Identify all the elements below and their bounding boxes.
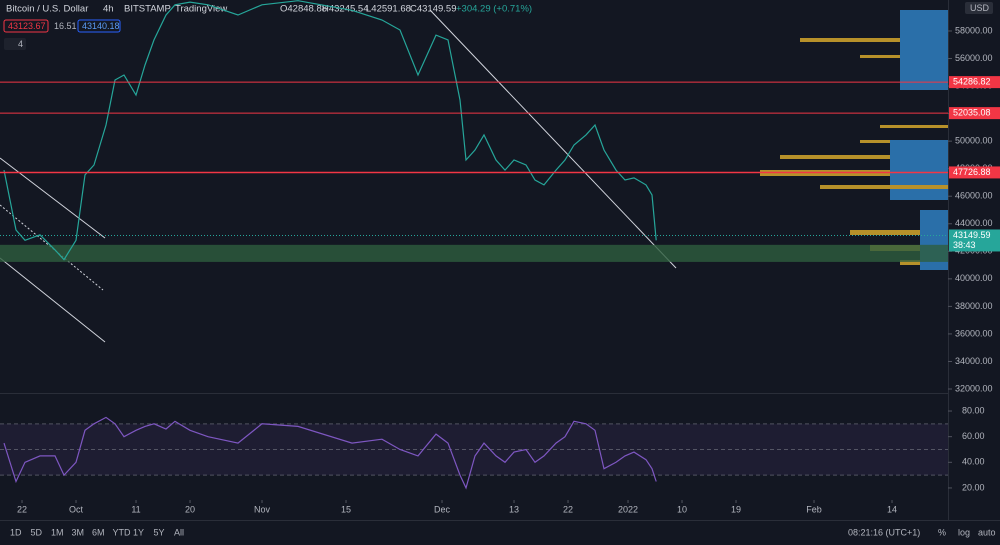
level-label: 52035.08 [953,107,991,117]
trendlines [0,9,677,343]
clock: 08:21:16 (UTC+1) [848,527,920,537]
y-tick-label: 46000.00 [955,191,993,201]
symbol: Bitcoin / U.S. Dollar [6,4,88,15]
level-label: 47726.88 [953,167,991,177]
buy-box[interactable] [77,19,121,33]
currency[interactable]: USD [970,3,990,13]
y-tick-label: 44000.00 [955,218,993,228]
exchange: BITSTAMP [124,4,171,15]
y-tick-label: 56000.00 [955,53,993,63]
y-tick-label: 60.00 [962,431,985,441]
x-tick-label: Feb [806,504,822,514]
x-tick-label: 22 [563,504,573,514]
x-tick-label: 19 [731,504,741,514]
y-tick-label: 40.00 [962,457,985,467]
open: O42848.88 [280,4,327,15]
last-price-label: 43149.59 [953,230,991,240]
x-tick-label: 11 [131,504,140,514]
range-button[interactable]: YTD [113,527,132,537]
y-tick-label: 38000.00 [955,301,993,311]
scale-option[interactable]: auto [978,527,996,537]
x-tick-label: Dec [434,504,451,514]
price-line [3,0,657,261]
range-button[interactable]: 5D [31,527,43,537]
range-button[interactable]: 3M [72,527,85,537]
buy[interactable]: 43140.18 [82,21,120,31]
x-tick-label: Oct [69,504,84,514]
x-tick-label: 22 [17,504,27,514]
level-label: 54286.82 [953,76,991,86]
x-tick-label: 13 [509,504,519,514]
indicators-toggle[interactable] [4,38,26,50]
range-button[interactable]: 6M [92,527,105,537]
y-tick-label: 80.00 [962,405,985,415]
range-button[interactable]: All [174,527,184,537]
y-tick-label: 40000.00 [955,273,993,283]
support-zone [0,244,948,262]
x-tick-label: 20 [185,504,195,514]
indicators-count[interactable]: 4 [18,39,23,49]
last-price-box [949,229,1000,252]
rsi-line [3,416,657,490]
x-tick-label: 14 [887,504,897,514]
range-button[interactable]: 1M [51,527,64,537]
spread: 16.51 [54,21,77,31]
y-tick-label: 36000.00 [955,328,993,338]
level-label-box [949,107,1000,120]
sell[interactable]: 43123.67 [8,21,46,31]
sell-box[interactable] [3,19,49,33]
change: +304.29 (+0.71%) [456,4,532,15]
y-tick-label: 20.00 [962,482,985,492]
scale-option[interactable]: log [958,527,970,537]
y-tick-label: 50000.00 [955,136,993,146]
interval: 4h [103,4,114,15]
countdown: 38:43 [953,240,976,250]
level-label-box [949,76,1000,89]
y-tick-label: 34000.00 [955,356,993,366]
y-tick-label: 58000.00 [955,25,993,35]
currency-box[interactable] [965,2,993,14]
x-tick-label: 15 [341,504,351,514]
y-tick-label: 32000.00 [955,383,993,393]
range-button[interactable]: 5Y [154,527,165,537]
rsi-band [0,423,948,476]
low: L42591.68 [366,4,411,15]
x-tick-label: 10 [677,504,687,514]
scale-option[interactable]: % [938,527,946,537]
x-tick-label: Nov [254,504,271,514]
x-tick-label: 2022 [618,504,638,514]
brand: TradingView [175,4,227,15]
close: C43149.59 [410,4,456,15]
volume-profile [760,10,948,270]
range-button[interactable]: 1D [10,527,22,537]
toolbar: 1D 5D 1M 3M 6M YTD 1Y 5Y All 08:21:16 (UTC+1)% log… [10,527,996,537]
range-button[interactable]: 1Y [133,527,144,537]
level-label-box [949,166,1000,179]
